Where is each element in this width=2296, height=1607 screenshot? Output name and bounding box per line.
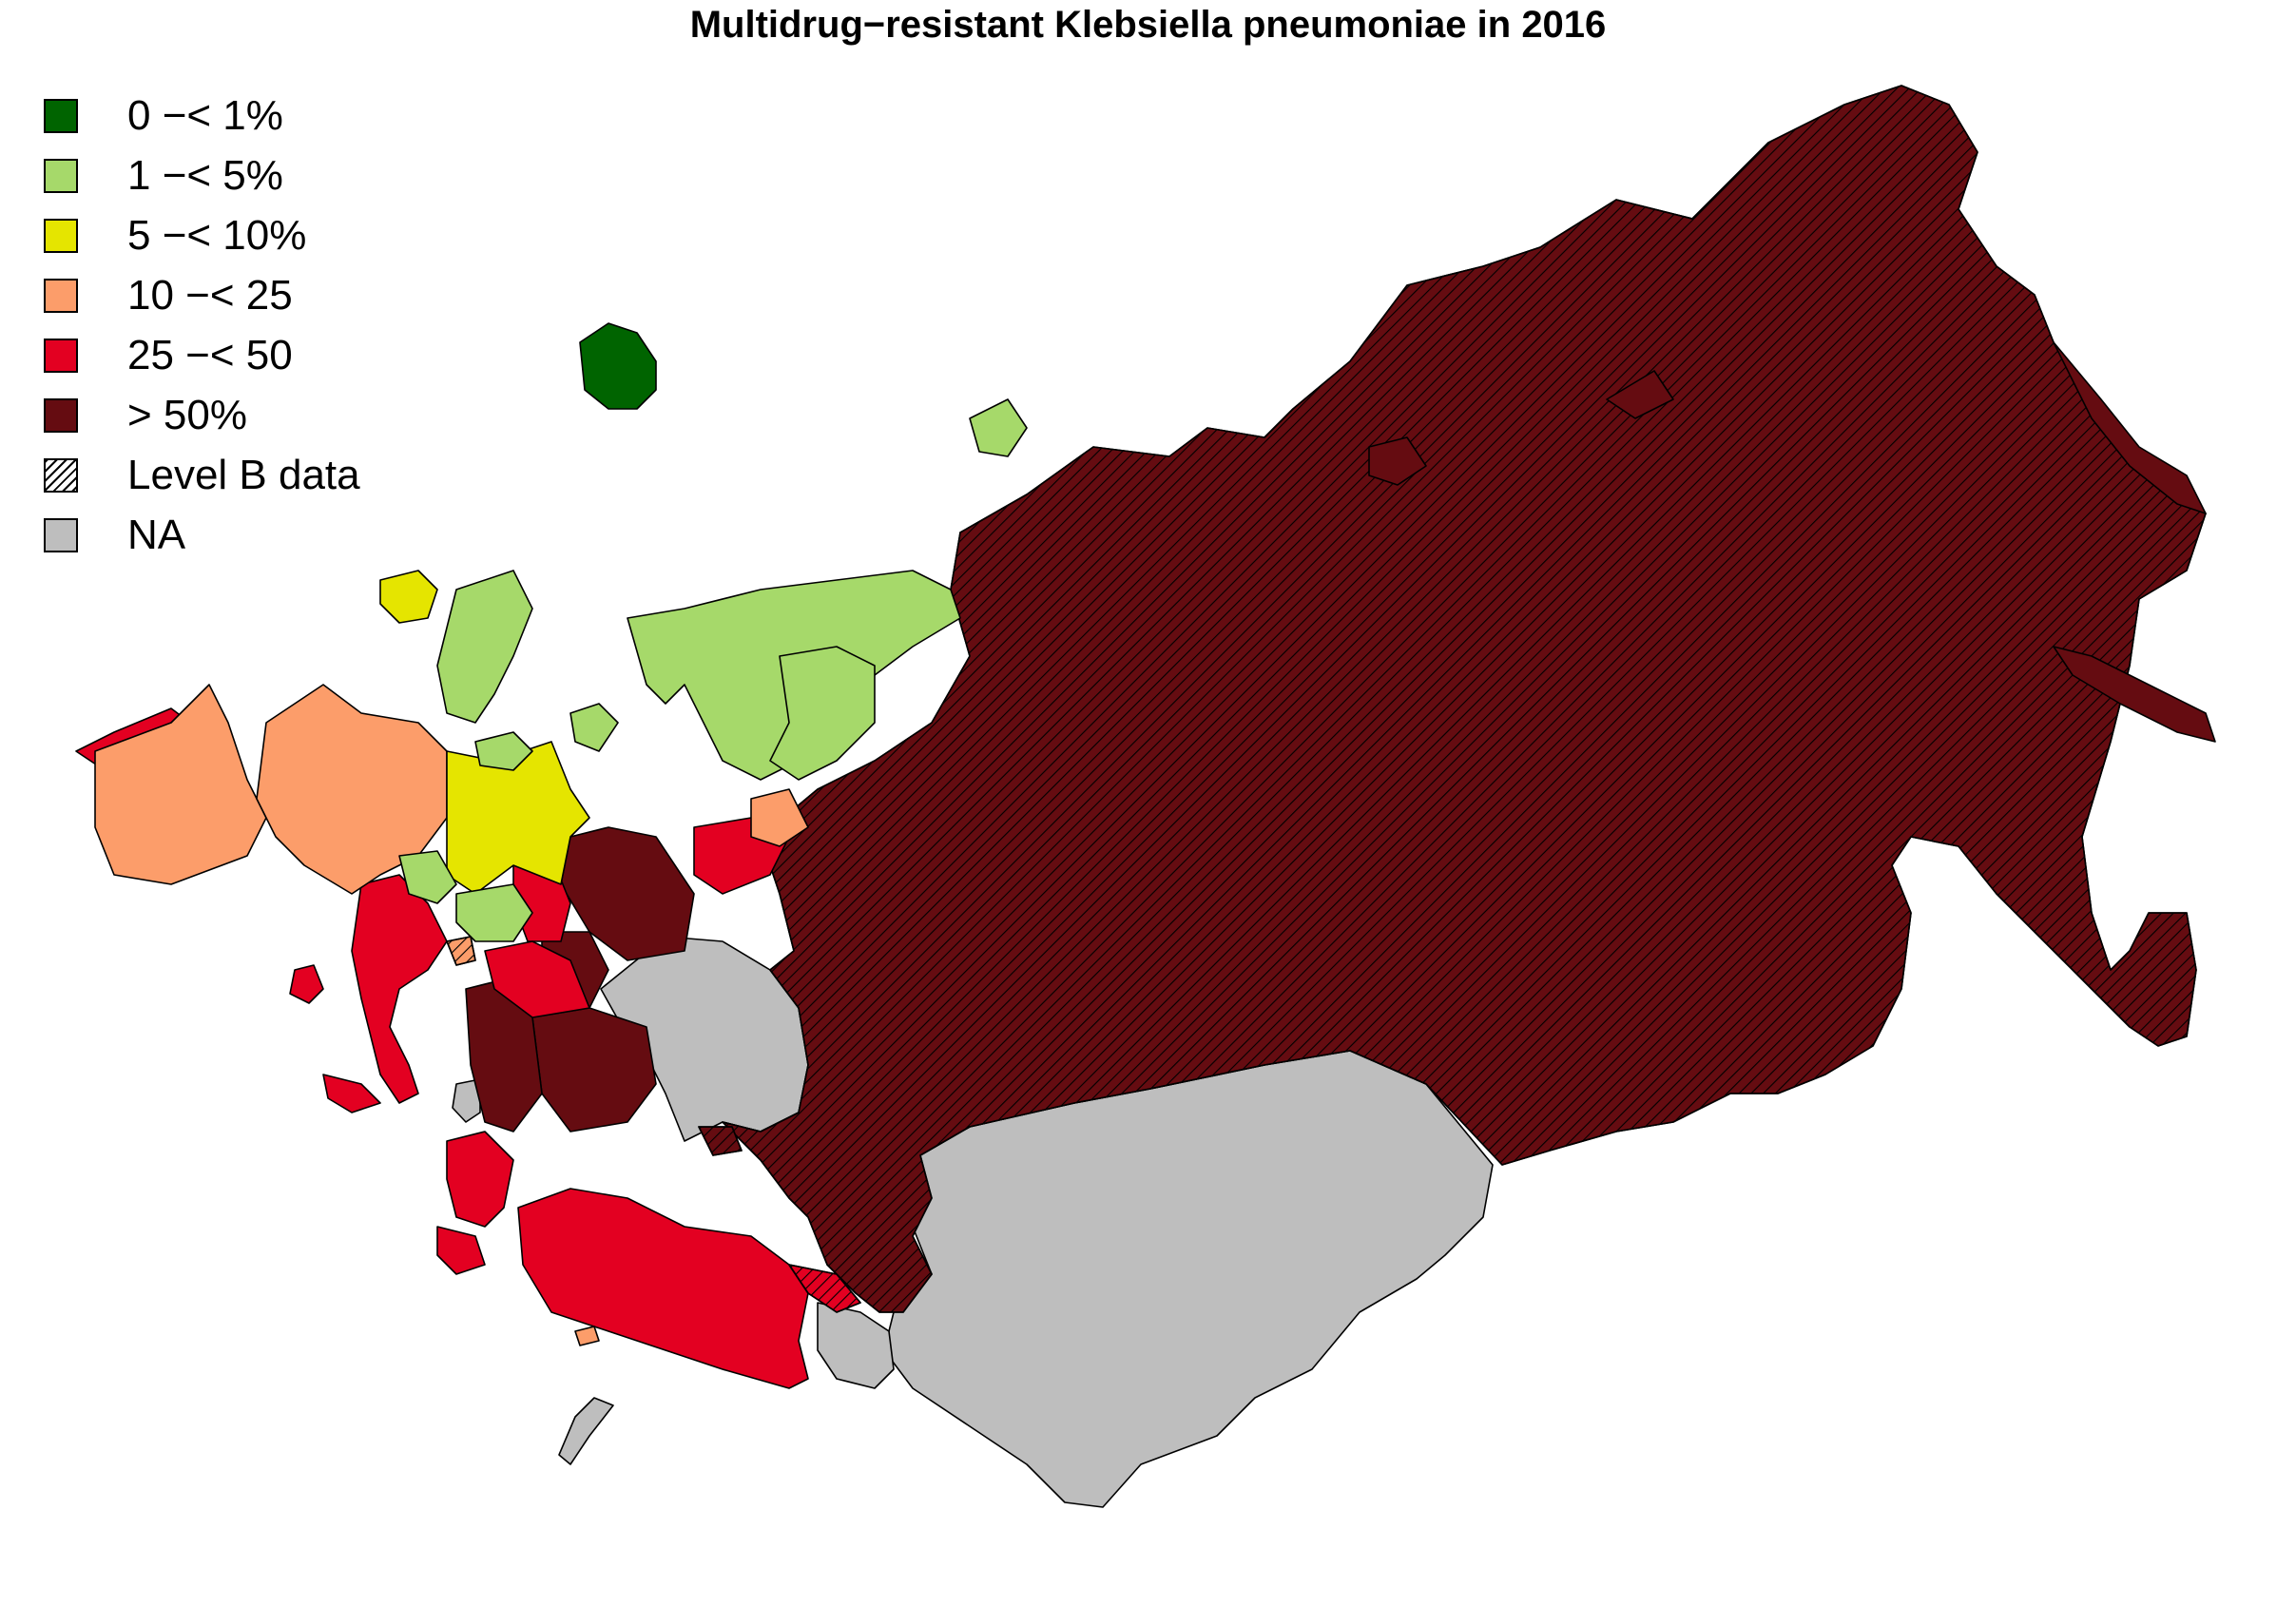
region-uk	[436, 570, 533, 724]
region-svalbard	[969, 398, 1028, 457]
region-spain	[94, 684, 267, 885]
region-lithuania-green	[474, 731, 533, 771]
region-sardinia	[289, 964, 324, 1004]
legend-swatch	[44, 398, 78, 433]
region-denmark	[569, 703, 619, 752]
region-orange-small-hatch	[446, 936, 476, 966]
region-finland	[769, 646, 876, 781]
legend-swatch	[44, 518, 78, 552]
map-title: Multidrug−resistant Klebsiella pneumonia…	[689, 4, 1607, 46]
region-dark-hatched-small-hatch	[698, 1126, 743, 1156]
region-southeast-dark-1	[531, 1007, 657, 1133]
region-belarus	[560, 826, 695, 961]
legend-swatch	[44, 458, 78, 493]
region-sakhalin	[2053, 341, 2207, 514]
region-greece-south	[436, 1226, 486, 1275]
region-russia-island-1	[1368, 436, 1427, 486]
legend-label: 1 −< 5%	[127, 152, 283, 199]
legend-swatch	[44, 279, 78, 313]
region-russia-island-2	[1606, 370, 1674, 419]
region-georgia-hatch	[788, 1264, 861, 1313]
region-netherlands	[398, 850, 457, 904]
region-ireland	[379, 570, 438, 624]
legend-swatch	[44, 99, 78, 133]
region-austria	[455, 883, 533, 942]
region-caucasus	[817, 1302, 895, 1389]
legend-label: 5 −< 10%	[127, 212, 307, 259]
legend-label: NA	[127, 512, 186, 558]
legend-swatch	[44, 159, 78, 193]
region-iceland	[579, 322, 657, 410]
region-turkey	[517, 1188, 809, 1389]
legend-swatch	[44, 219, 78, 253]
region-sicily	[322, 1074, 381, 1113]
region-red-central-2	[484, 940, 590, 1018]
region-germany-poland	[446, 741, 590, 895]
region-orange-east	[750, 788, 809, 847]
legend-label: 0 −< 1%	[127, 92, 283, 139]
legend-label: > 50%	[127, 392, 247, 438]
region-russia-hatch	[722, 85, 2207, 1313]
region-crete	[558, 1397, 614, 1465]
legend-label: 10 −< 25	[127, 272, 293, 319]
region-greece	[446, 1131, 514, 1228]
legend-swatch	[44, 339, 78, 373]
region-kamchatka-arm	[2053, 646, 2216, 743]
legend-label: Level B data	[127, 452, 360, 498]
region-orange-cyprus	[574, 1326, 600, 1346]
region-italy	[351, 874, 448, 1104]
legend-label: 25 −< 50	[127, 332, 293, 378]
